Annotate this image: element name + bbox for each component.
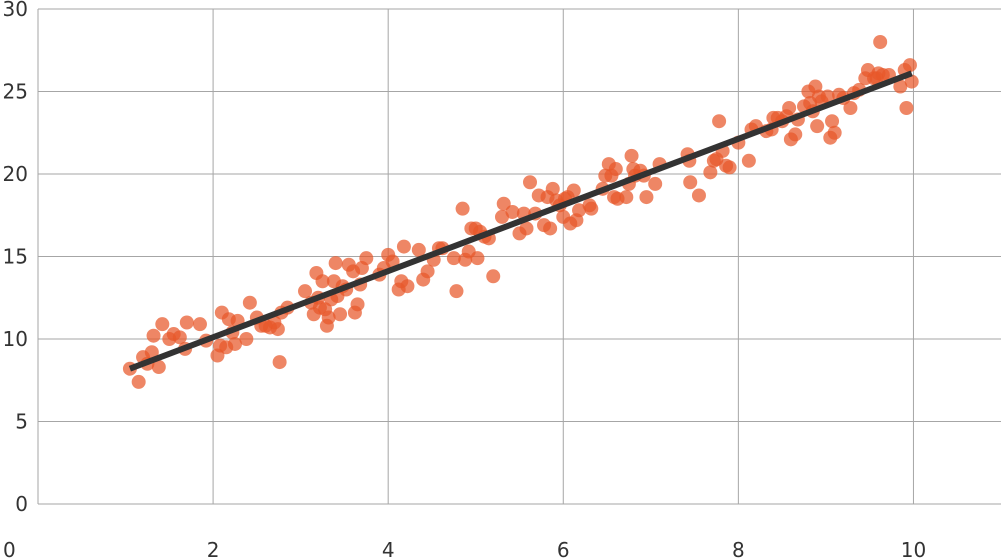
data-point-96: [545, 181, 560, 196]
data-point-86: [505, 204, 520, 219]
y-tick-label-5: 5: [15, 410, 28, 434]
data-point-164: [843, 101, 858, 115]
trend-line-group: [128, 70, 913, 372]
data-point-175: [893, 79, 908, 94]
x-tick-label-4: 4: [382, 538, 395, 558]
data-point-74: [455, 201, 470, 216]
data-point-65: [400, 279, 415, 294]
data-point-4: [144, 345, 159, 360]
data-point-172: [873, 35, 888, 49]
data-point-95: [543, 221, 558, 236]
data-point-6: [151, 360, 166, 375]
data-point-7: [155, 317, 170, 332]
data-point-79: [470, 251, 485, 266]
y-tick-label-15: 15: [3, 245, 28, 269]
data-point-122: [639, 190, 654, 205]
data-point-117: [624, 148, 639, 163]
data-point-23: [239, 332, 254, 346]
data-point-84: [494, 209, 509, 224]
data-point-1: [131, 374, 146, 389]
data-point-68: [420, 264, 435, 279]
data-point-178: [902, 58, 917, 73]
data-point-132: [712, 114, 727, 129]
data-point-113: [608, 162, 623, 177]
data-point-10: [172, 330, 187, 345]
x-tick-label-10: 10: [901, 538, 926, 558]
data-point-73: [449, 284, 464, 299]
data-point-161: [827, 125, 842, 140]
data-point-135: [722, 160, 737, 175]
y-tick-label-30: 30: [3, 0, 28, 21]
data-point-123: [648, 176, 663, 191]
data-point-83: [486, 269, 501, 284]
data-point-21: [227, 336, 242, 351]
data-point-40: [315, 274, 330, 289]
data-point-46: [328, 256, 343, 271]
data-point-160: [825, 114, 840, 129]
trend-line: [128, 70, 913, 372]
data-points: [122, 35, 919, 389]
data-point-137: [741, 153, 756, 168]
x-tick-label-2: 2: [207, 538, 220, 558]
data-point-13: [192, 317, 207, 332]
y-tick-label-10: 10: [3, 327, 28, 351]
grid-lines: [37, 8, 1001, 505]
data-point-127: [683, 175, 698, 190]
data-point-34: [298, 284, 313, 299]
data-point-103: [566, 183, 581, 198]
x-tick-label-0: 0: [3, 538, 16, 558]
data-point-54: [350, 297, 365, 312]
y-tick-label-25: 25: [3, 80, 28, 104]
data-point-105: [572, 203, 587, 218]
x-tick-label-8: 8: [732, 538, 745, 558]
data-point-48: [333, 307, 348, 322]
y-tick-label-0: 0: [15, 492, 28, 516]
data-point-158: [820, 89, 835, 104]
data-point-66: [411, 242, 426, 257]
x-tick-label-6: 6: [557, 538, 570, 558]
data-point-148: [788, 127, 803, 142]
y-tick-label-20: 20: [3, 162, 28, 186]
data-point-85: [496, 196, 511, 211]
data-point-57: [359, 251, 374, 266]
data-point-89: [519, 221, 534, 236]
data-point-31: [272, 355, 287, 370]
data-point-30: [270, 322, 285, 337]
data-point-146: [782, 101, 797, 115]
data-point-72: [446, 251, 461, 266]
data-point-43: [321, 310, 336, 325]
data-point-179: [904, 74, 919, 89]
data-point-129: [703, 165, 718, 180]
data-point-155: [810, 119, 825, 134]
data-point-5: [146, 328, 161, 343]
data-point-107: [584, 201, 599, 216]
data-point-90: [523, 175, 538, 190]
tick-labels: 0 5 10 15 20 25 30 0 2 4 6 8 10: [3, 0, 927, 558]
data-point-177: [899, 101, 914, 115]
data-point-64: [396, 239, 411, 254]
data-point-128: [691, 188, 706, 203]
data-point-12: [179, 315, 194, 330]
data-point-24: [242, 295, 257, 310]
data-point-115: [619, 190, 634, 205]
